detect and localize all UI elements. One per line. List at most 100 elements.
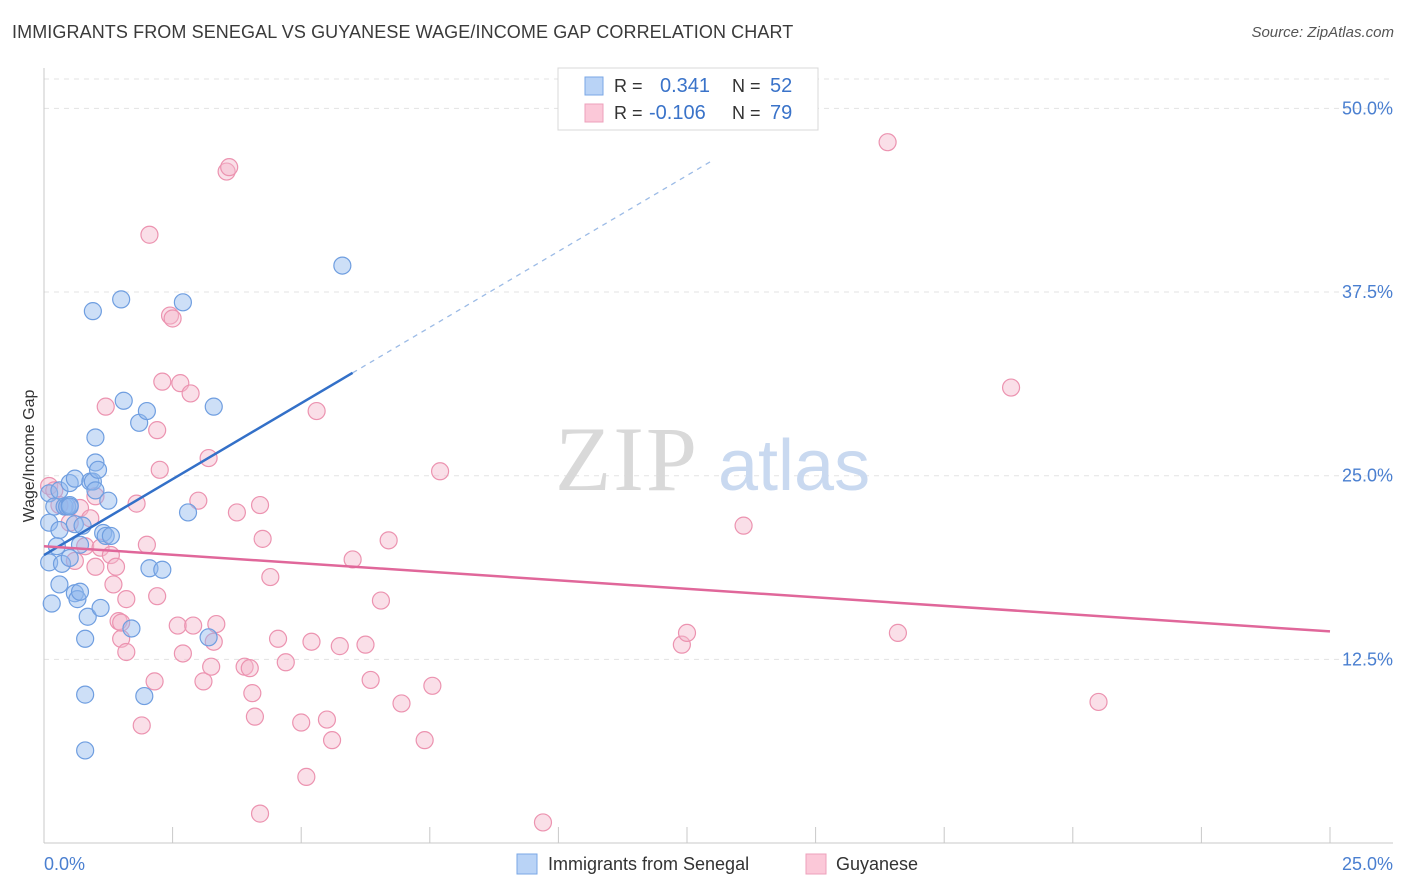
senegal-point [78, 607, 97, 626]
guyanese-point [250, 495, 270, 515]
guyanese-point [127, 494, 146, 513]
guyanese-point [227, 503, 246, 522]
guyanese-point [168, 616, 187, 635]
guyanese-trend-line [43, 544, 1331, 633]
guyanese-point [194, 672, 213, 691]
guyanese-point [202, 657, 221, 676]
guyanese-point [148, 421, 167, 440]
guyanese-point [415, 731, 434, 750]
guyanese-point [145, 672, 164, 691]
legend-r-value-1: 0.341 [660, 75, 710, 97]
series-legend: Immigrants from Senegal Guyanese [516, 853, 918, 875]
guyanese-point [878, 133, 897, 152]
watermark-atlas: atlas [718, 426, 870, 506]
trend-lines [43, 159, 1331, 633]
guyanese-point [86, 557, 105, 576]
senegal-point [114, 391, 133, 410]
senegal-point [83, 302, 102, 321]
y-axis-label: Wage/Income Gap [21, 390, 38, 523]
guyanese-point [672, 635, 691, 654]
guyanese-point [153, 372, 172, 391]
guyanese-point [317, 710, 337, 729]
senegal-point [65, 469, 84, 488]
guyanese-point [106, 557, 126, 576]
guyanese-point [307, 401, 326, 421]
tick-labels: 12.5% 25.0% 37.5% 50.0% 0.0% 25.0% [44, 98, 1393, 874]
senegal-point [333, 256, 352, 275]
guyanese-point [677, 623, 697, 643]
guyanese-point [184, 616, 203, 635]
legend-n-label-1: N = [732, 76, 761, 96]
legend-swatch-blue [584, 76, 604, 96]
senegal-trend-extension [352, 159, 714, 374]
y-tick-label: 50.0% [1342, 98, 1393, 118]
senegal-point [50, 481, 69, 500]
legend-swatch-senegal [516, 853, 538, 875]
senegal-point [86, 453, 105, 472]
guyanese-point [330, 637, 349, 656]
senegal-point [76, 741, 95, 760]
senegal-point [86, 481, 105, 500]
senegal-point [101, 526, 120, 546]
guyanese-point [430, 462, 450, 481]
legend-r-value-2: -0.106 [649, 102, 706, 124]
guyanese-point [96, 397, 115, 416]
guyanese-point [1001, 378, 1021, 397]
senegal-point [86, 428, 105, 447]
senegal-point [68, 590, 87, 609]
chart-title: IMMIGRANTS FROM SENEGAL VS GUYANESE WAGE… [12, 22, 794, 42]
guyanese-point [132, 716, 151, 735]
legend-n-label-2: N = [732, 103, 761, 123]
x-tick-label: 0.0% [44, 854, 85, 874]
senegal-point [70, 535, 90, 554]
guyanese-point [189, 491, 208, 510]
guyanese-point [148, 587, 167, 606]
legend-r-label-2: R = [614, 103, 643, 123]
senegal-point [70, 582, 90, 601]
guyanese-point [112, 613, 131, 632]
legend-label-senegal: Immigrants from Senegal [548, 854, 749, 874]
guyanese-point [104, 575, 123, 594]
guyanese-point [160, 306, 180, 325]
guyanese-point [888, 623, 908, 643]
guyanese-point [117, 642, 136, 662]
guyanese-point [245, 707, 265, 726]
guyanese-point [361, 670, 380, 690]
axes [43, 68, 1393, 844]
guyanese-point [137, 535, 156, 554]
senegal-point [99, 491, 118, 510]
legend-swatch-pink [584, 103, 604, 123]
guyanese-point [297, 767, 316, 786]
guyanese-point [243, 684, 262, 703]
senegal-point [204, 397, 223, 416]
legend-swatch-guyanese [805, 853, 827, 875]
guyanese-point [117, 590, 136, 609]
guyanese-point [268, 629, 288, 648]
guyanese-point [392, 694, 411, 713]
guyanese-point [423, 676, 442, 695]
senegal-point [91, 598, 110, 618]
x-tick-label: 25.0% [1342, 854, 1393, 874]
senegal-point [40, 513, 59, 532]
y-tick-label: 25.0% [1342, 466, 1393, 486]
guyanese-point [181, 384, 200, 403]
senegal-point [135, 686, 154, 706]
senegal-point [76, 685, 95, 704]
guyanese-point [163, 309, 182, 328]
guyanese-point [276, 653, 295, 672]
guyanese-point [150, 460, 169, 479]
guyanese-point [343, 550, 362, 569]
guyanese-point [292, 713, 311, 732]
guyanese-point [371, 591, 391, 610]
guyanese-point [250, 804, 270, 823]
senegal-point [60, 548, 79, 568]
guyanese-point [322, 731, 342, 750]
y-tick-label: 37.5% [1342, 282, 1393, 302]
guyanese-point [379, 531, 398, 550]
senegal-point [122, 619, 141, 638]
senegal-point [76, 629, 95, 648]
legend-label-guyanese: Guyanese [836, 854, 918, 874]
guyanese-point [220, 158, 239, 177]
senegal-trend-line [43, 371, 354, 557]
